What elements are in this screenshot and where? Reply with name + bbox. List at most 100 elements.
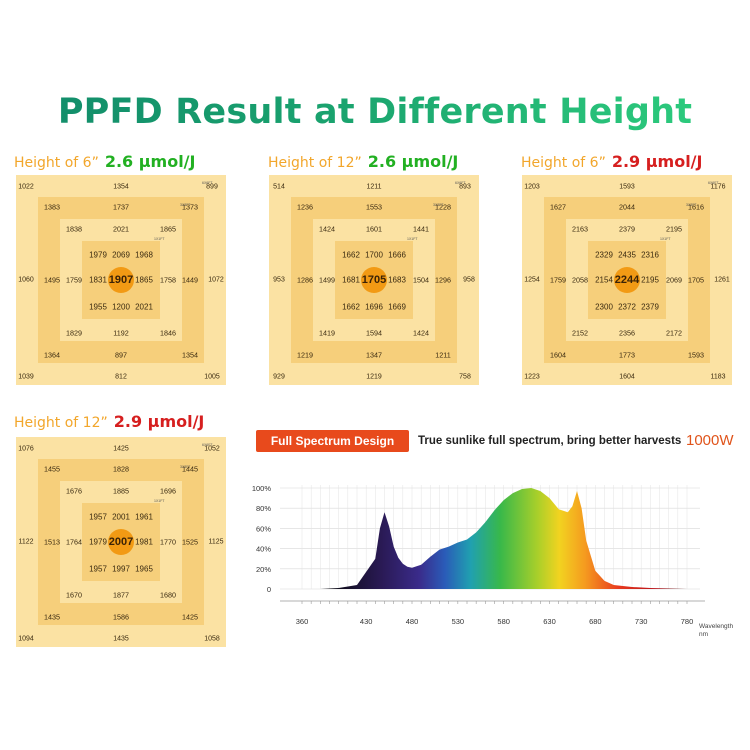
x-tick-label: 530 [452, 617, 465, 626]
ppfd-value: 1261 [714, 276, 730, 284]
ppfd-value: 929 [273, 373, 285, 381]
ppfd-value: 1759 [66, 275, 82, 285]
ppfd-value: 1441 [413, 224, 429, 234]
coverage-area-label: 3X3FT [686, 203, 697, 207]
spectrum-x-ticks: 360 430 480 530 580 630 680 730 780 [296, 617, 694, 626]
ppfd-value: 1425 [113, 445, 129, 453]
ppfd-value: 1347 [366, 350, 382, 360]
ppfd-value: 2172 [666, 328, 682, 338]
page-title: PPFD Result at Different Height [0, 92, 750, 132]
ppfd-value: 1553 [366, 202, 382, 212]
ppfd-value: 958 [463, 276, 475, 284]
grid-4-header: Height of 12” 2.9 μmol/J [14, 412, 204, 431]
ppfd-value: 897 [115, 350, 127, 360]
coverage-area-label: 6X6FT [202, 443, 213, 447]
y-tick-label: 80% [256, 504, 271, 513]
ppfd-value: 1961 [135, 512, 153, 522]
center-hotspot [614, 267, 640, 293]
ppfd-value: 1228 [435, 202, 451, 212]
ppfd-value: 2300 [595, 302, 613, 312]
ppfd-value: 514 [273, 183, 285, 191]
coverage-area-label: 3X3FT [180, 203, 191, 207]
ppfd-value: 1200 [112, 302, 130, 312]
grid-4-height-label: Height of 12” [14, 415, 108, 431]
center-ppfd-value: 2244 [614, 274, 640, 286]
coverage-area-label: 3X3FT [433, 203, 444, 207]
ppfd-value: 1354 [113, 183, 129, 191]
ppfd-value: 1669 [388, 302, 406, 312]
ppfd-value: 2021 [113, 224, 129, 234]
ppfd-value: 1955 [89, 302, 107, 312]
ppfd-value: 1957 [89, 564, 107, 574]
ppfd-value: 1219 [366, 373, 382, 381]
ppfd-value: 1865 [135, 275, 153, 285]
ppfd-value: 2316 [641, 250, 659, 260]
ppfd-value: 1764 [66, 537, 82, 547]
ppfd-value: 1022 [18, 183, 34, 191]
ppfd-value: 1705 [688, 275, 704, 285]
ppfd-value: 1499 [319, 275, 335, 285]
ppfd-value: 1681 [342, 275, 360, 285]
grid-2-header: Height of 12” 2.6 μmol/J [268, 152, 458, 171]
spectrum-y-ticks: 100% 80% 60% 40% 20% 0 [252, 484, 272, 594]
ppfd-value: 1122 [18, 538, 34, 546]
ppfd-value: 1449 [182, 275, 198, 285]
ppfd-value: 1666 [388, 250, 406, 260]
ppfd-value: 1435 [44, 612, 60, 622]
ppfd-value: 1604 [619, 373, 635, 381]
ppfd-value: 1696 [365, 302, 383, 312]
ppfd-value: 2001 [112, 512, 130, 522]
ppfd-value: 953 [273, 276, 285, 284]
y-tick-label: 100% [252, 484, 272, 493]
coverage-area-label: 6X6FT [202, 181, 213, 185]
ppfd-value: 1513 [44, 537, 60, 547]
ppfd-value: 1223 [524, 373, 540, 381]
coverage-area-label: 1X1FT [407, 237, 418, 241]
ppfd-value: 893 [459, 183, 471, 191]
ppfd-value: 2058 [572, 275, 588, 285]
ppfd-value: 1957 [89, 512, 107, 522]
ppfd-value: 1076 [18, 445, 34, 453]
center-hotspot [108, 267, 134, 293]
ppfd-value: 2329 [595, 250, 613, 260]
ppfd-grid-6in-2.6: 1022 1354 899 1060 1072 1039 812 1005 1383 1737 13… [16, 175, 226, 385]
ppfd-value: 1183 [710, 373, 726, 381]
ppfd-value: 2372 [618, 302, 636, 312]
center-ppfd-value: 1907 [108, 274, 134, 286]
ppfd-value: 1435 [113, 635, 129, 643]
x-tick-label: 680 [589, 617, 602, 626]
spectrum-tagline: True sunlike full spectrum, bring better… [418, 435, 682, 447]
ppfd-value: 1831 [89, 275, 107, 285]
grid-2-efficiency: 2.6 μmol/J [367, 152, 459, 171]
x-tick-label: 480 [406, 617, 419, 626]
ppfd-value: 1176 [710, 183, 726, 191]
ppfd-value: 1586 [113, 612, 129, 622]
x-tick-label: 430 [360, 617, 373, 626]
coverage-area-label: 3X3FT [180, 465, 191, 469]
ppfd-grid-12in-2.6: 514 1211 893 953 958 929 1219 758 1236 1553 1228 12… [269, 175, 479, 385]
ppfd-value: 1286 [297, 275, 313, 285]
ppfd-value: 758 [459, 373, 471, 381]
ppfd-value: 1052 [204, 445, 220, 453]
ppfd-value: 1445 [182, 464, 198, 474]
ppfd-value: 1593 [619, 183, 635, 191]
ppfd-value: 1495 [44, 275, 60, 285]
ppfd-value: 1773 [619, 350, 635, 360]
ppfd-value: 1968 [135, 250, 153, 260]
ppfd-value: 1354 [182, 350, 198, 360]
ppfd-value: 1192 [113, 328, 129, 338]
ppfd-value: 899 [206, 183, 218, 191]
ppfd-value: 2195 [666, 224, 682, 234]
coverage-area-label: 6X6FT [455, 181, 466, 185]
center-ppfd-value: 2007 [108, 536, 134, 548]
ppfd-grid-6in-2.9: 1203 1593 1176 1254 1261 1223 1604 1183 1627 2044… [522, 175, 732, 385]
x-tick-label: 780 [681, 617, 694, 626]
ppfd-value: 1865 [160, 224, 176, 234]
grid-1-header: Height of 6” 2.6 μmol/J [14, 152, 195, 171]
ppfd-value: 1058 [204, 635, 220, 643]
ppfd-value: 1504 [413, 275, 429, 285]
x-tick-label: 630 [543, 617, 556, 626]
ppfd-value: 1997 [112, 564, 130, 574]
ppfd-value: 2152 [572, 328, 588, 338]
ppfd-value: 1670 [66, 590, 82, 600]
